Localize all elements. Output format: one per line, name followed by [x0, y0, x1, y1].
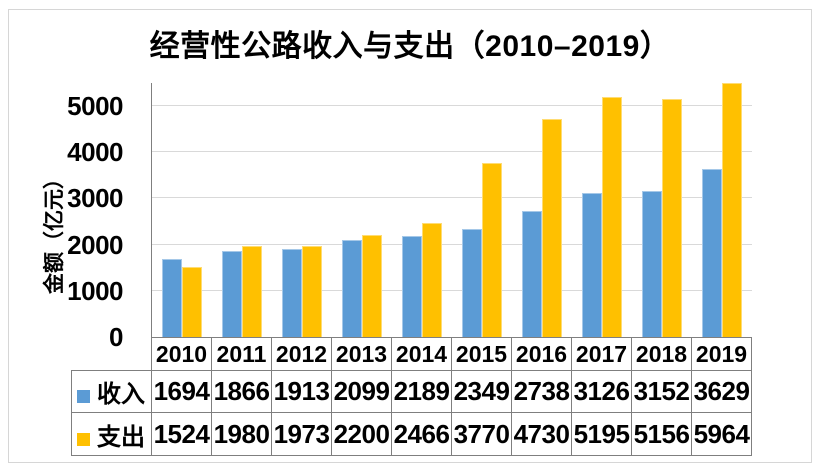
year-cell-2012: 2012 [271, 337, 332, 371]
year-cell-2019: 2019 [691, 337, 752, 371]
y-tick-label-5000: 5000 [67, 91, 123, 122]
y-tick-label-4000: 4000 [67, 137, 123, 168]
bar-expense-2019 [722, 83, 742, 337]
bar-income-2015 [462, 228, 482, 337]
bar-income-2012 [282, 248, 302, 337]
value-cell-income-2012: 1913 [271, 370, 332, 413]
bar-expense-2018 [662, 98, 682, 337]
gridline-4000 [152, 151, 752, 153]
value-cell-expense-2013: 2200 [331, 412, 392, 456]
legend-swatch-income [77, 390, 90, 403]
value-cell-expense-2015: 3770 [451, 412, 512, 456]
row-header-income: 收入 [71, 370, 152, 413]
bar-expense-2016 [542, 118, 562, 337]
value-cell-income-2013: 2099 [331, 370, 392, 413]
year-cell-2010: 2010 [151, 337, 212, 371]
bar-income-2018 [642, 191, 662, 337]
value-cell-income-2015: 2349 [451, 370, 512, 413]
value-cell-expense-2018: 5156 [631, 412, 692, 456]
year-cell-2013: 2013 [331, 337, 392, 371]
y-axis-tick-labels: 0 1000 2000 3000 4000 5000 [0, 0, 123, 470]
value-cell-income-2011: 1866 [211, 370, 272, 413]
value-cell-income-2010: 1694 [151, 370, 212, 413]
bar-income-2011 [222, 250, 242, 337]
table-corner-empty [72, 338, 152, 371]
y-tick-label-3000: 3000 [67, 183, 123, 214]
legend-swatch-expense [77, 432, 90, 446]
value-cell-income-2016: 2738 [511, 370, 572, 413]
bar-expense-2011 [242, 245, 262, 337]
value-cell-expense-2016: 4730 [511, 412, 572, 456]
series-label-income: 收入 [97, 381, 145, 408]
value-cell-income-2017: 3126 [571, 370, 632, 413]
value-cell-expense-2019: 5964 [691, 412, 752, 456]
year-cell-2018: 2018 [631, 337, 692, 371]
value-cell-income-2019: 3629 [691, 370, 752, 413]
year-cell-2015: 2015 [451, 337, 512, 371]
bar-expense-2013 [362, 235, 382, 337]
row-header-expense: 支出 [71, 412, 152, 456]
gridline-3000 [152, 197, 752, 199]
y-tick-label-2000: 2000 [67, 229, 123, 260]
chart-title: 经营性公路收入与支出（2010–2019） [149, 30, 671, 63]
year-cell-2014: 2014 [391, 337, 452, 371]
value-cell-income-2014: 2189 [391, 370, 452, 413]
y-tick-label-0: 0 [109, 322, 123, 352]
gridline-2000 [152, 243, 752, 245]
value-cell-expense-2012: 1973 [271, 412, 332, 456]
year-cell-2017: 2017 [571, 337, 632, 371]
bar-expense-2012 [302, 245, 322, 337]
series-label-expense: 支出 [97, 423, 145, 451]
data-table: 2010 2011 2012 2013 2014 2015 2016 2017 2018 2019… [71, 337, 752, 456]
value-cell-income-2018: 3152 [631, 370, 692, 413]
gridline-5000 [152, 105, 752, 107]
gridline-1000 [152, 289, 752, 291]
year-cell-2011: 2011 [211, 337, 272, 371]
bar-income-2013 [342, 240, 362, 337]
bar-expense-2015 [482, 162, 502, 337]
bar-expense-2010 [182, 266, 202, 337]
bar-income-2017 [582, 192, 602, 337]
bar-income-2010 [162, 258, 182, 337]
y-tick-label-1000: 1000 [67, 275, 123, 306]
bar-income-2016 [522, 210, 542, 337]
bar-expense-2017 [602, 97, 622, 337]
value-cell-expense-2011: 1980 [211, 412, 272, 456]
bar-expense-2014 [422, 223, 442, 337]
value-cell-expense-2014: 2466 [391, 412, 452, 456]
year-cell-2016: 2016 [511, 337, 572, 371]
bar-income-2019 [702, 169, 722, 337]
value-cell-expense-2017: 5195 [571, 412, 632, 456]
bar-income-2014 [402, 235, 422, 337]
plot-area [151, 83, 752, 338]
value-cell-expense-2010: 1524 [151, 412, 212, 456]
